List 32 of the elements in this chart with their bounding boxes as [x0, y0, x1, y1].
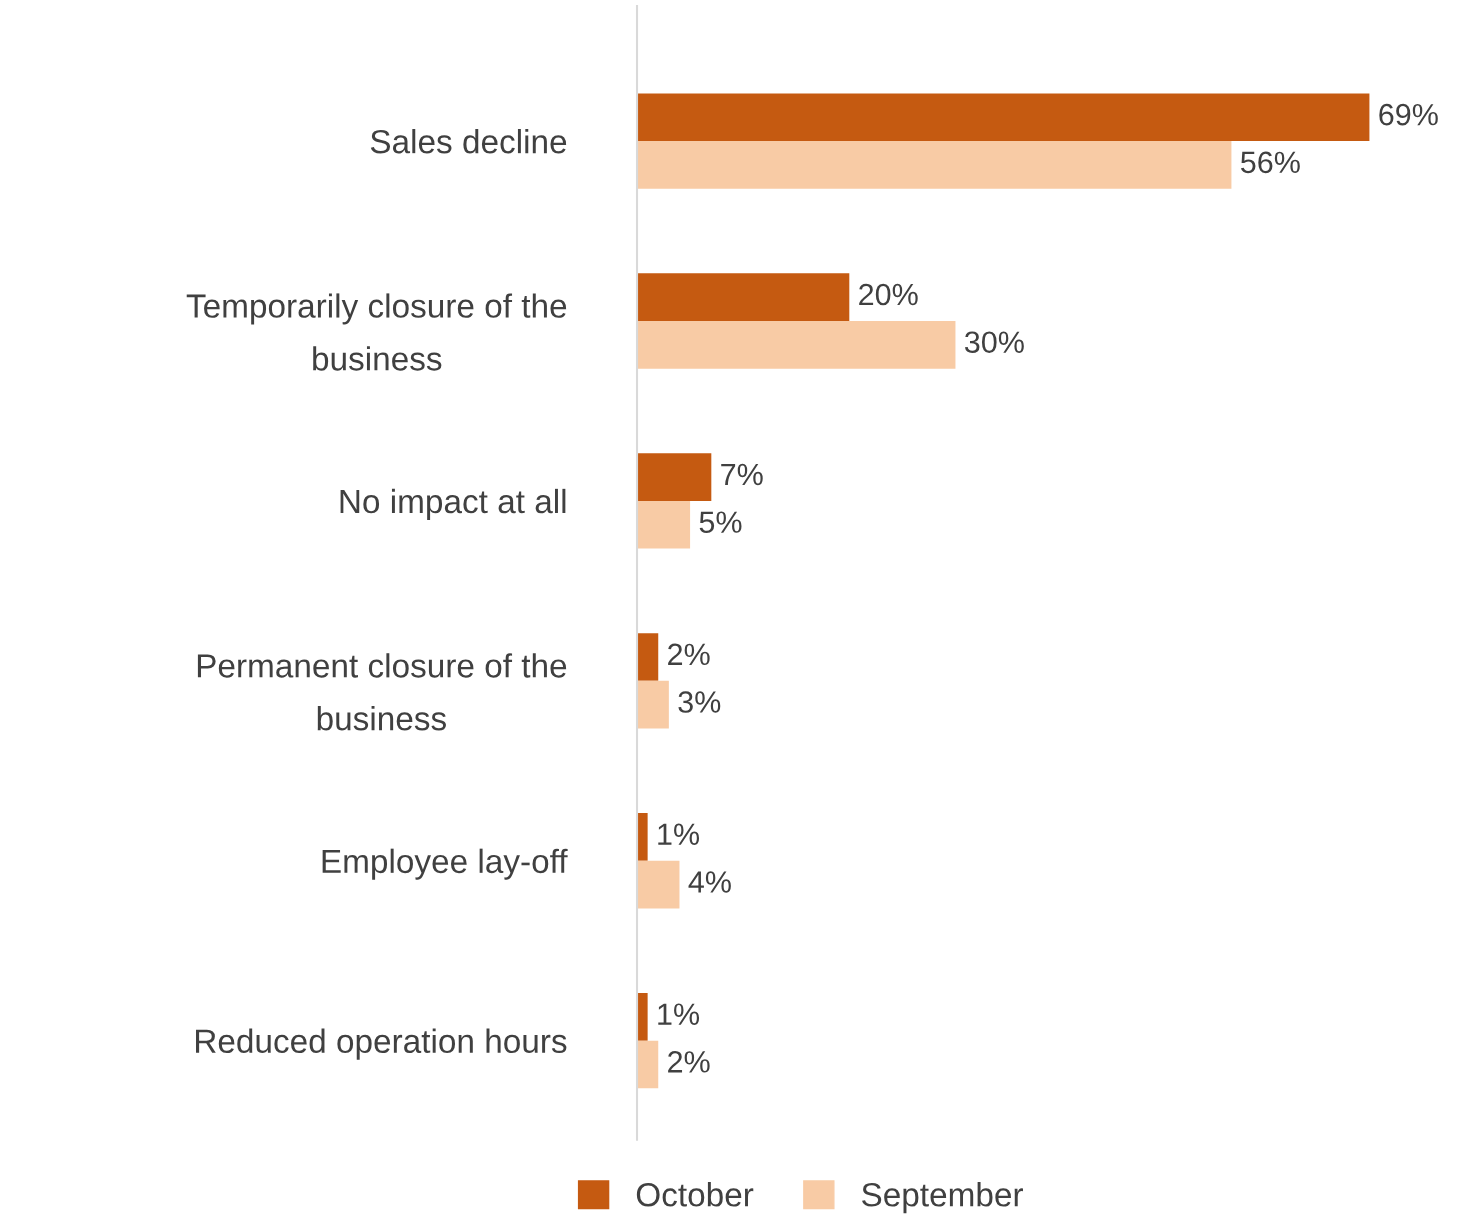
y-tick-label: Sales decline	[370, 129, 567, 154]
data-label: 69%	[1379, 103, 1438, 126]
legend-label: October	[636, 1182, 754, 1207]
data-label: 4%	[688, 871, 731, 893]
data-label: 30%	[964, 331, 1024, 354]
bar	[637, 500, 691, 549]
y-tick-label: Reduced operation hours	[196, 1028, 567, 1060]
bar	[637, 813, 648, 861]
y-tick-label: Temporarily closure of the business	[186, 293, 567, 371]
y-tick-label: No impact at all	[340, 488, 566, 520]
bar	[637, 680, 669, 729]
data-label: 7%	[721, 463, 763, 486]
bar	[637, 453, 712, 501]
data-label: 56%	[1240, 151, 1300, 174]
bar	[637, 992, 648, 1041]
data-label: 1%	[658, 823, 700, 845]
bar	[637, 321, 956, 369]
bar	[637, 93, 1370, 142]
data-label: 1%	[658, 1003, 700, 1025]
data-label: 20%	[859, 283, 918, 306]
bar	[637, 633, 659, 681]
y-tick-label: Permanent closure of the business	[197, 653, 567, 731]
bar	[637, 141, 1232, 189]
data-label: 3%	[678, 691, 721, 713]
data-label: 2%	[668, 1051, 710, 1073]
legend-label: September	[862, 1182, 1023, 1214]
bar	[637, 860, 680, 909]
y-tick-label: Employee lay-off	[322, 848, 568, 880]
bar	[637, 1040, 659, 1089]
bar	[637, 273, 850, 321]
data-label: 5%	[699, 511, 742, 533]
data-label: 2%	[668, 643, 710, 666]
